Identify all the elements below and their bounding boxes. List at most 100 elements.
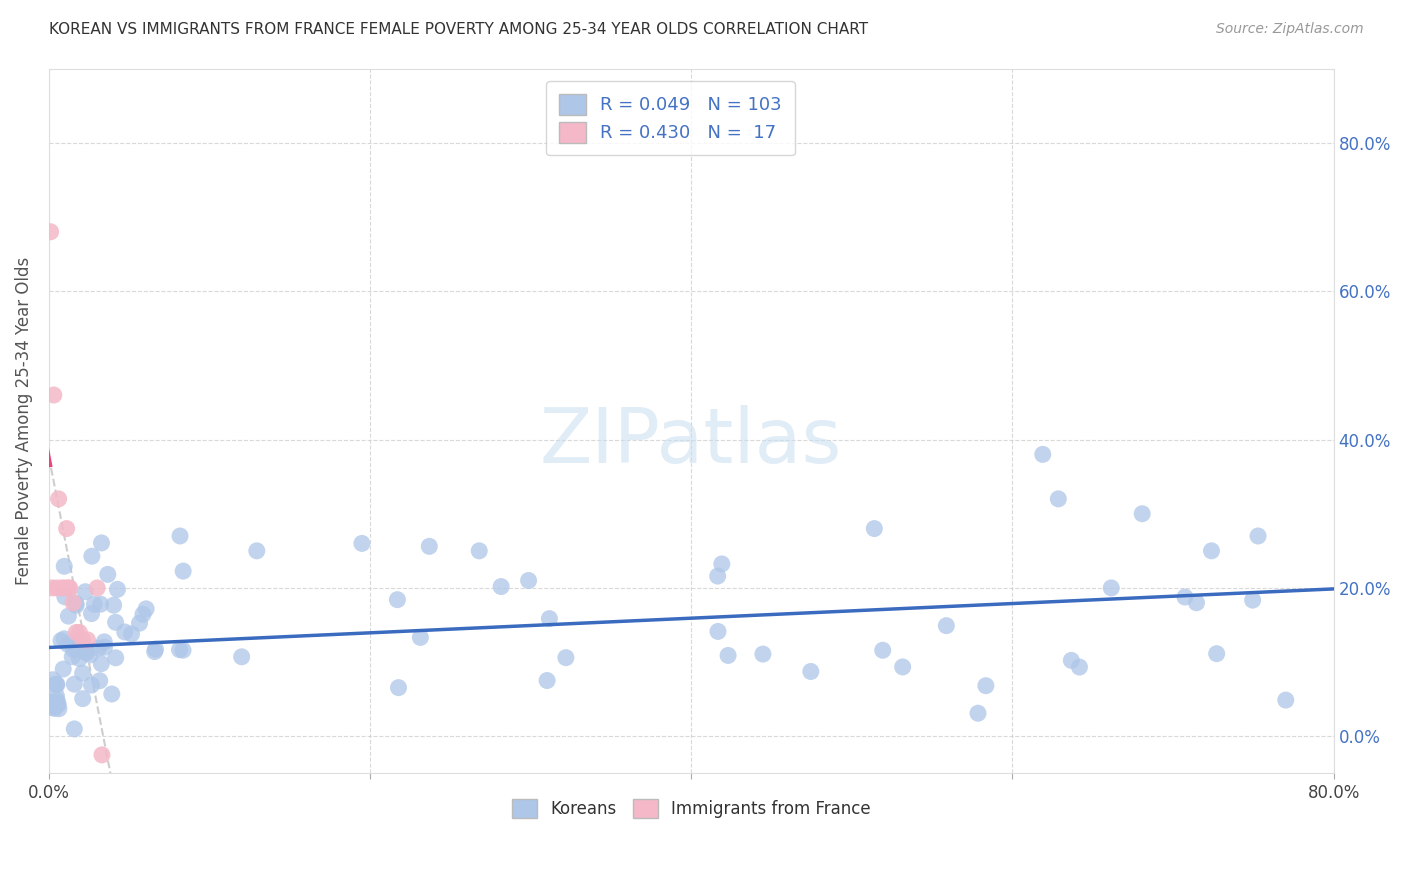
Point [39, 695, 62, 709]
Point [75, 645, 97, 659]
Point [72, 632, 94, 647]
Point [58, 609, 80, 624]
Point [49, 633, 72, 648]
Point [169, 529, 191, 543]
Point [967, 706, 990, 721]
Point [75, 584, 97, 599]
Point [387, 681, 409, 695]
Point [135, 602, 157, 616]
Point [45, 677, 67, 691]
Point [1060, 653, 1083, 667]
Point [46, 698, 69, 712]
Point [1274, 693, 1296, 707]
Point [80, 549, 103, 564]
Text: ZIPatlas: ZIPatlas [540, 405, 842, 479]
Point [93, 635, 115, 649]
Point [1174, 590, 1197, 604]
Point [62, 642, 84, 657]
Point [132, 607, 155, 622]
Point [91, 747, 114, 762]
Point [66, 641, 89, 656]
Point [863, 522, 886, 536]
Point [67, 651, 90, 665]
Point [39, 698, 62, 713]
Point [58, 581, 80, 595]
Point [76, 646, 98, 660]
Point [46, 581, 69, 595]
Point [1185, 596, 1208, 610]
Point [56, 637, 79, 651]
Point [1047, 491, 1070, 506]
Point [172, 564, 194, 578]
Point [169, 642, 191, 657]
Point [145, 642, 167, 657]
Point [101, 687, 124, 701]
Point [90, 597, 112, 611]
Point [53, 632, 76, 646]
Point [97, 567, 120, 582]
Point [93, 640, 115, 655]
Point [45, 678, 67, 692]
Point [72, 666, 94, 681]
Point [39, 225, 62, 239]
Point [107, 582, 129, 597]
Point [1069, 660, 1091, 674]
Point [65, 599, 87, 613]
Point [46, 697, 69, 711]
Point [79, 648, 101, 662]
Point [62, 596, 84, 610]
Point [76, 632, 98, 647]
Point [42, 696, 65, 710]
Point [51, 581, 73, 595]
Point [114, 624, 136, 639]
Point [1032, 447, 1054, 461]
Point [706, 569, 728, 583]
Point [246, 544, 269, 558]
Point [710, 557, 733, 571]
Point [1130, 507, 1153, 521]
Point [717, 648, 740, 663]
Y-axis label: Female Poverty Among 25-34 Year Olds: Female Poverty Among 25-34 Year Olds [15, 257, 32, 585]
Point [48, 491, 70, 506]
Point [1205, 647, 1227, 661]
Point [128, 616, 150, 631]
Point [1241, 593, 1264, 607]
Point [39, 696, 62, 710]
Point [536, 673, 558, 688]
Point [42, 673, 65, 687]
Point [143, 644, 166, 658]
Point [935, 618, 957, 632]
Point [554, 650, 576, 665]
Point [53, 581, 76, 595]
Point [517, 574, 540, 588]
Point [104, 615, 127, 630]
Point [65, 625, 87, 640]
Text: Source: ZipAtlas.com: Source: ZipAtlas.com [1216, 22, 1364, 37]
Point [1201, 544, 1223, 558]
Point [872, 643, 894, 657]
Point [80, 607, 103, 621]
Point [59, 581, 82, 595]
Point [800, 665, 823, 679]
Point [1247, 529, 1270, 543]
Point [387, 592, 409, 607]
Point [45, 689, 67, 703]
Point [172, 643, 194, 657]
Point [121, 627, 143, 641]
Point [707, 624, 730, 639]
Point [80, 678, 103, 692]
Point [489, 580, 512, 594]
Point [63, 722, 86, 736]
Point [55, 522, 77, 536]
Point [41, 581, 63, 595]
Point [42, 388, 65, 402]
Point [468, 544, 491, 558]
Legend: Koreans, Immigrants from France: Koreans, Immigrants from France [505, 792, 877, 825]
Point [974, 679, 997, 693]
Point [83, 598, 105, 612]
Point [65, 596, 87, 610]
Point [69, 625, 91, 640]
Point [46, 693, 69, 707]
Point [87, 641, 110, 656]
Point [89, 673, 111, 688]
